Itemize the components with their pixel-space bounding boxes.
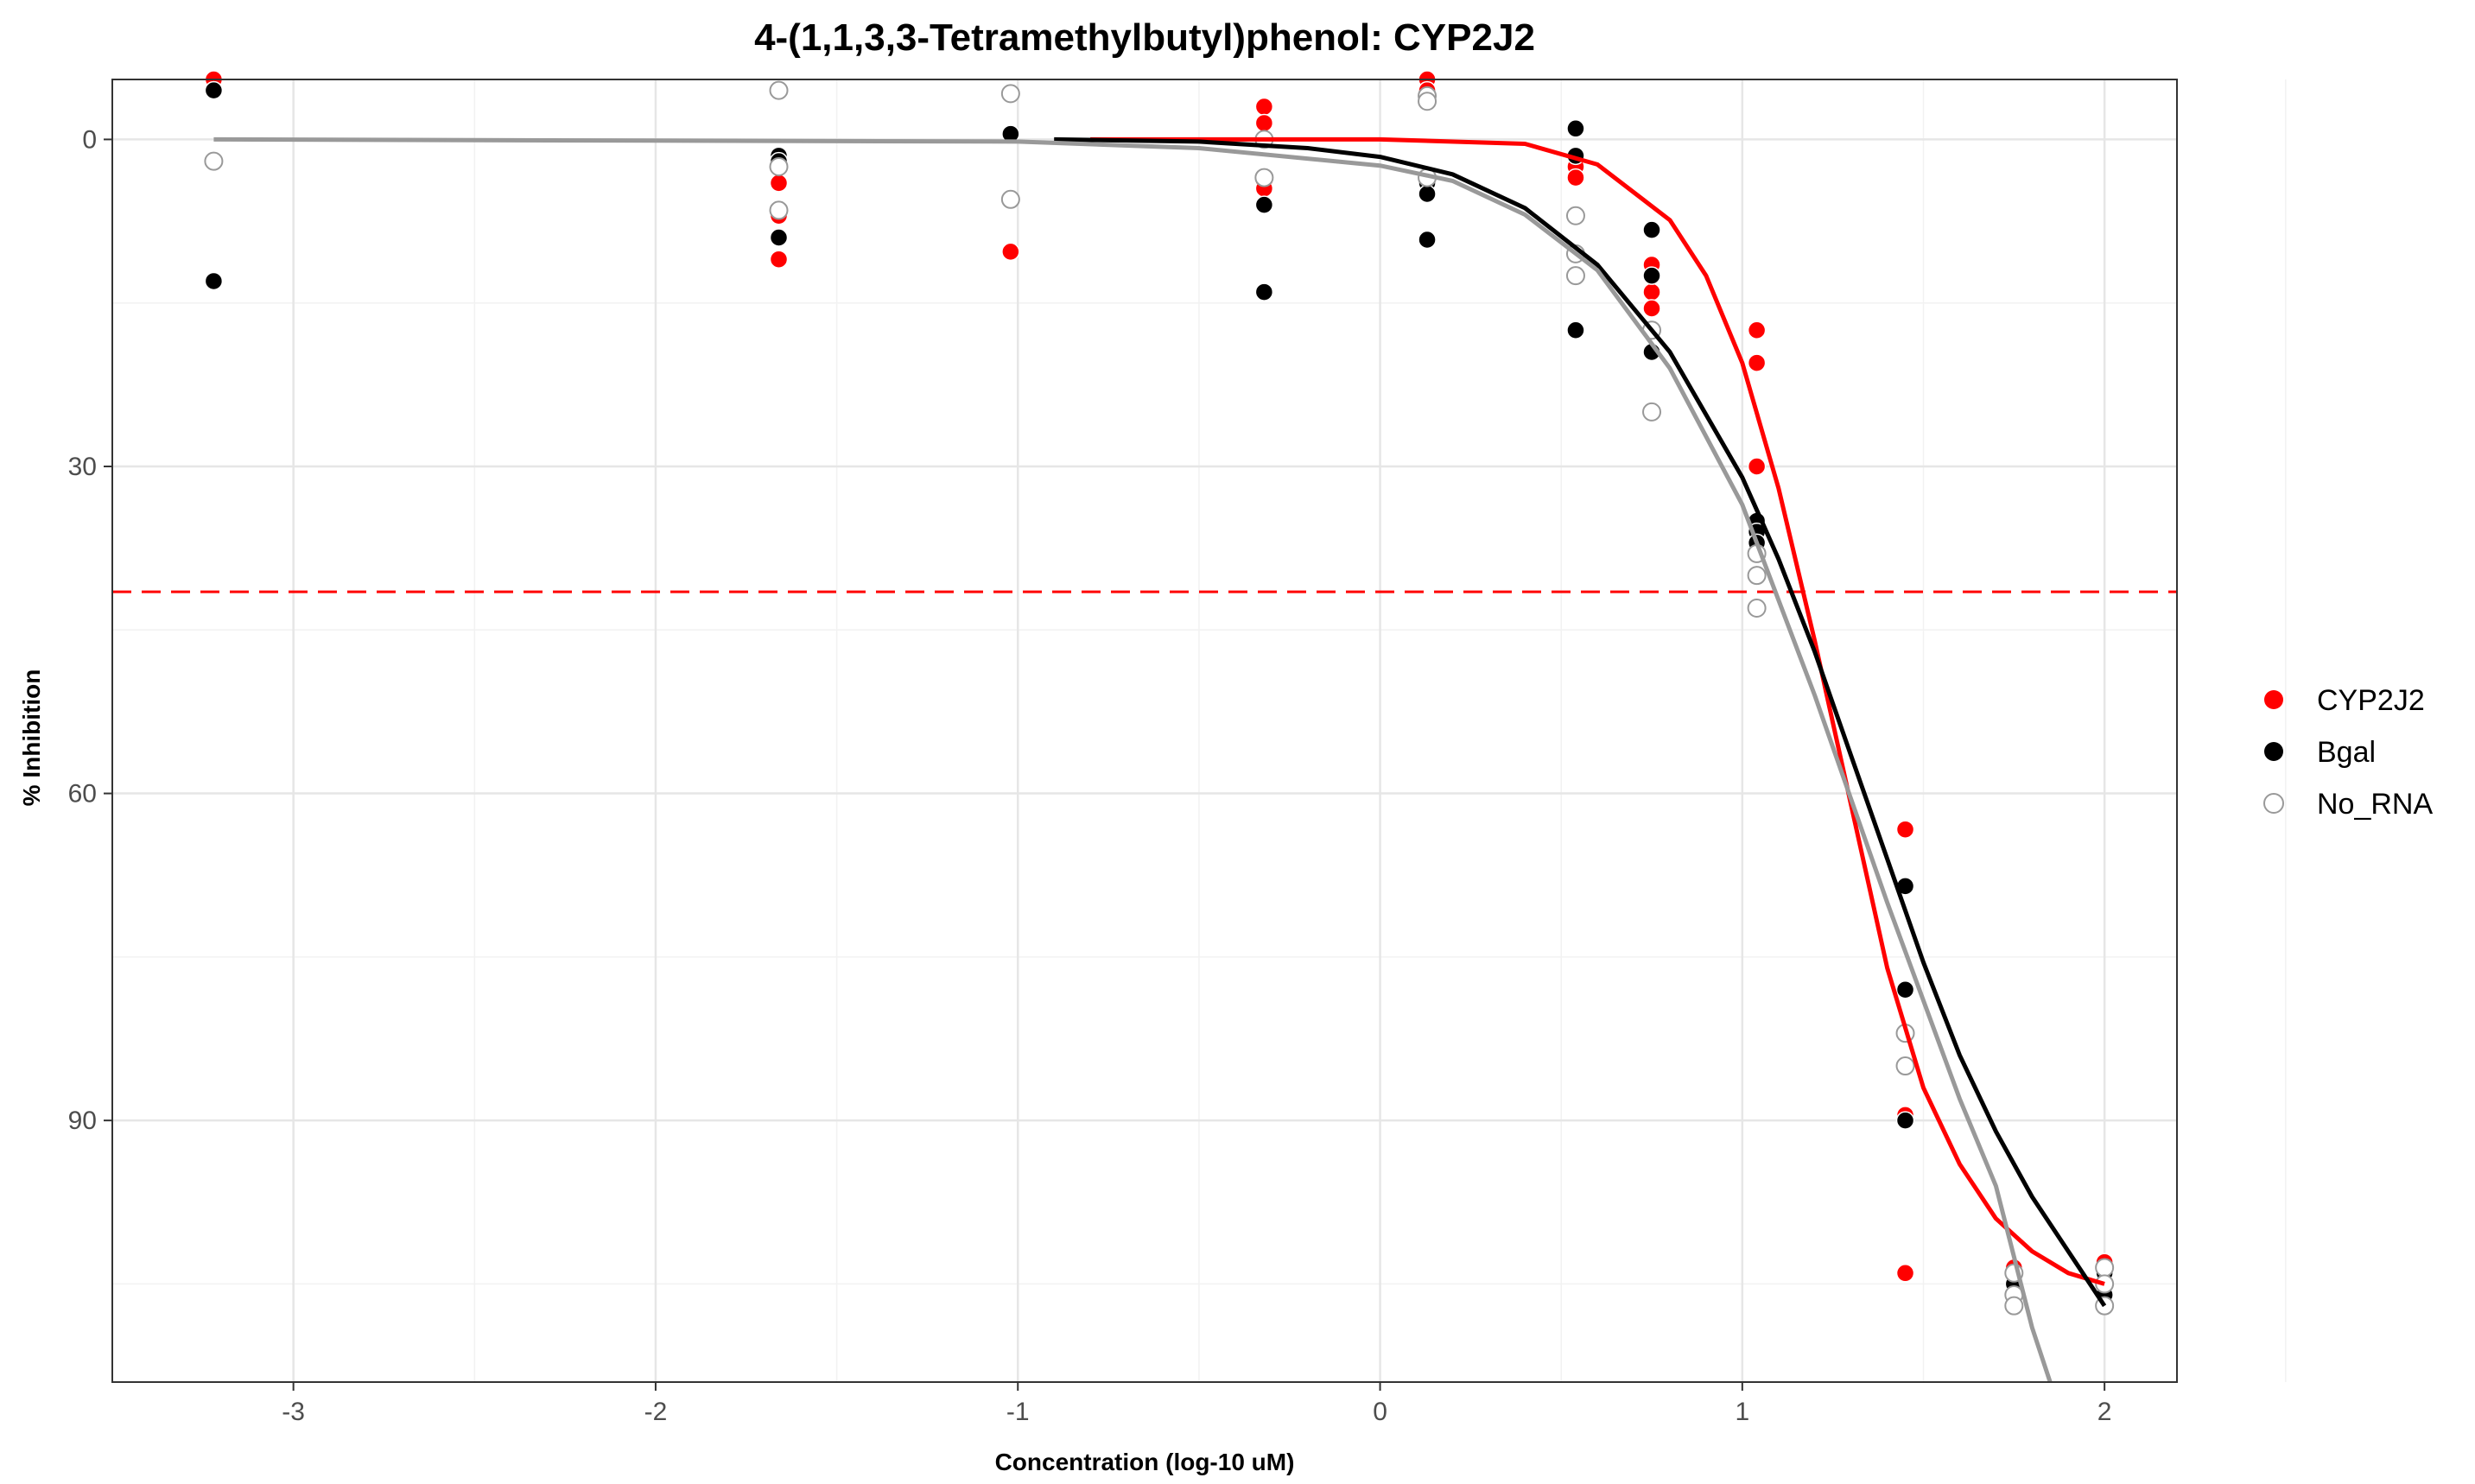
legend-label-bgal: Bgal bbox=[2317, 736, 2376, 769]
data-point-no-rna bbox=[1254, 168, 1274, 187]
fit-curve-no-rna bbox=[213, 136, 2053, 1382]
data-point-cyp2j2 bbox=[1642, 299, 1661, 318]
legend-label-cyp2j2: CYP2J2 bbox=[2317, 684, 2425, 717]
chart-title: 4-(1,1,3,3-Tetramethylbutyl)phenol: CYP2… bbox=[754, 16, 1535, 59]
fit-curve-bgal bbox=[1054, 136, 2107, 1308]
data-point-no-rna bbox=[1418, 92, 1437, 111]
data-point-cyp2j2 bbox=[1747, 320, 1767, 339]
x-axis-label: Concentration (log-10 uM) bbox=[995, 1449, 1295, 1475]
plot-panel: -3 -2 -1 0 1 2 0 30 60 90 bbox=[68, 70, 2287, 1426]
legend: CYP2J2 Bgal No_RNA bbox=[2263, 684, 2433, 821]
data-point-no-rna bbox=[1895, 1056, 1915, 1076]
data-point-bgal bbox=[1642, 266, 1661, 285]
data-point-cyp2j2 bbox=[769, 174, 789, 193]
data-point-bgal bbox=[204, 80, 224, 100]
x-tick-label: 0 bbox=[1373, 1398, 1387, 1426]
data-point-bgal bbox=[204, 271, 224, 291]
legend-label-no-rna: No_RNA bbox=[2317, 788, 2433, 821]
data-point-bgal bbox=[1418, 230, 1437, 250]
data-point-cyp2j2 bbox=[1642, 282, 1661, 301]
y-axis-label: % Inhibition bbox=[18, 669, 45, 807]
data-point-no-rna bbox=[2095, 1258, 2115, 1278]
data-point-bgal bbox=[1895, 980, 1915, 999]
data-point-no-rna bbox=[769, 200, 789, 220]
data-point-bgal bbox=[1254, 282, 1274, 301]
data-point-no-rna bbox=[1000, 189, 1020, 209]
data-point-cyp2j2 bbox=[1895, 820, 1915, 839]
data-point-bgal bbox=[1642, 220, 1661, 239]
data-point-cyp2j2 bbox=[1747, 457, 1767, 476]
y-tick-label: 30 bbox=[68, 453, 97, 481]
data-point-cyp2j2 bbox=[1001, 242, 1020, 262]
data-point-no-rna bbox=[1565, 206, 1585, 225]
data-point-no-rna bbox=[2095, 1274, 2115, 1294]
data-point-no-rna bbox=[1747, 566, 1767, 586]
data-point-no-rna bbox=[769, 80, 789, 100]
data-point-bgal bbox=[1566, 320, 1585, 339]
x-tick-label: 2 bbox=[2097, 1398, 2112, 1426]
data-point-bgal bbox=[1254, 195, 1274, 214]
data-point-cyp2j2 bbox=[769, 250, 789, 269]
data-point-no-rna bbox=[769, 156, 789, 176]
data-point-no-rna bbox=[204, 151, 224, 171]
plot-border bbox=[111, 79, 2178, 1383]
data-point-no-rna bbox=[2004, 1296, 2024, 1316]
x-tick-label: 1 bbox=[1735, 1398, 1749, 1426]
y-tick-label: 0 bbox=[82, 125, 97, 154]
data-point-bgal bbox=[1418, 184, 1437, 204]
legend-key-bgal bbox=[2264, 742, 2283, 761]
data-point-no-rna bbox=[1747, 599, 1767, 618]
data-point-no-rna bbox=[1000, 84, 1020, 104]
data-point-bgal bbox=[1566, 119, 1585, 138]
data-point-bgal bbox=[769, 228, 789, 247]
data-point-cyp2j2 bbox=[1566, 168, 1585, 187]
data-point-bgal bbox=[1895, 1111, 1915, 1130]
data-point-cyp2j2 bbox=[1254, 113, 1274, 133]
data-point-no-rna bbox=[1642, 402, 1662, 422]
data-point-no-rna bbox=[1565, 266, 1585, 286]
data-point-cyp2j2 bbox=[1895, 1264, 1915, 1283]
x-tick-label: -3 bbox=[282, 1398, 305, 1426]
data-point-cyp2j2 bbox=[1747, 353, 1767, 372]
legend-key-cyp2j2 bbox=[2264, 690, 2283, 709]
x-tick-label: -2 bbox=[644, 1398, 668, 1426]
y-tick-label: 90 bbox=[68, 1107, 97, 1135]
x-tick-label: -1 bbox=[1006, 1398, 1030, 1426]
plot-area bbox=[112, 79, 2177, 1382]
data-point-cyp2j2 bbox=[1254, 97, 1274, 117]
y-tick-label: 60 bbox=[68, 780, 97, 809]
legend-key-no-rna bbox=[2263, 793, 2284, 814]
